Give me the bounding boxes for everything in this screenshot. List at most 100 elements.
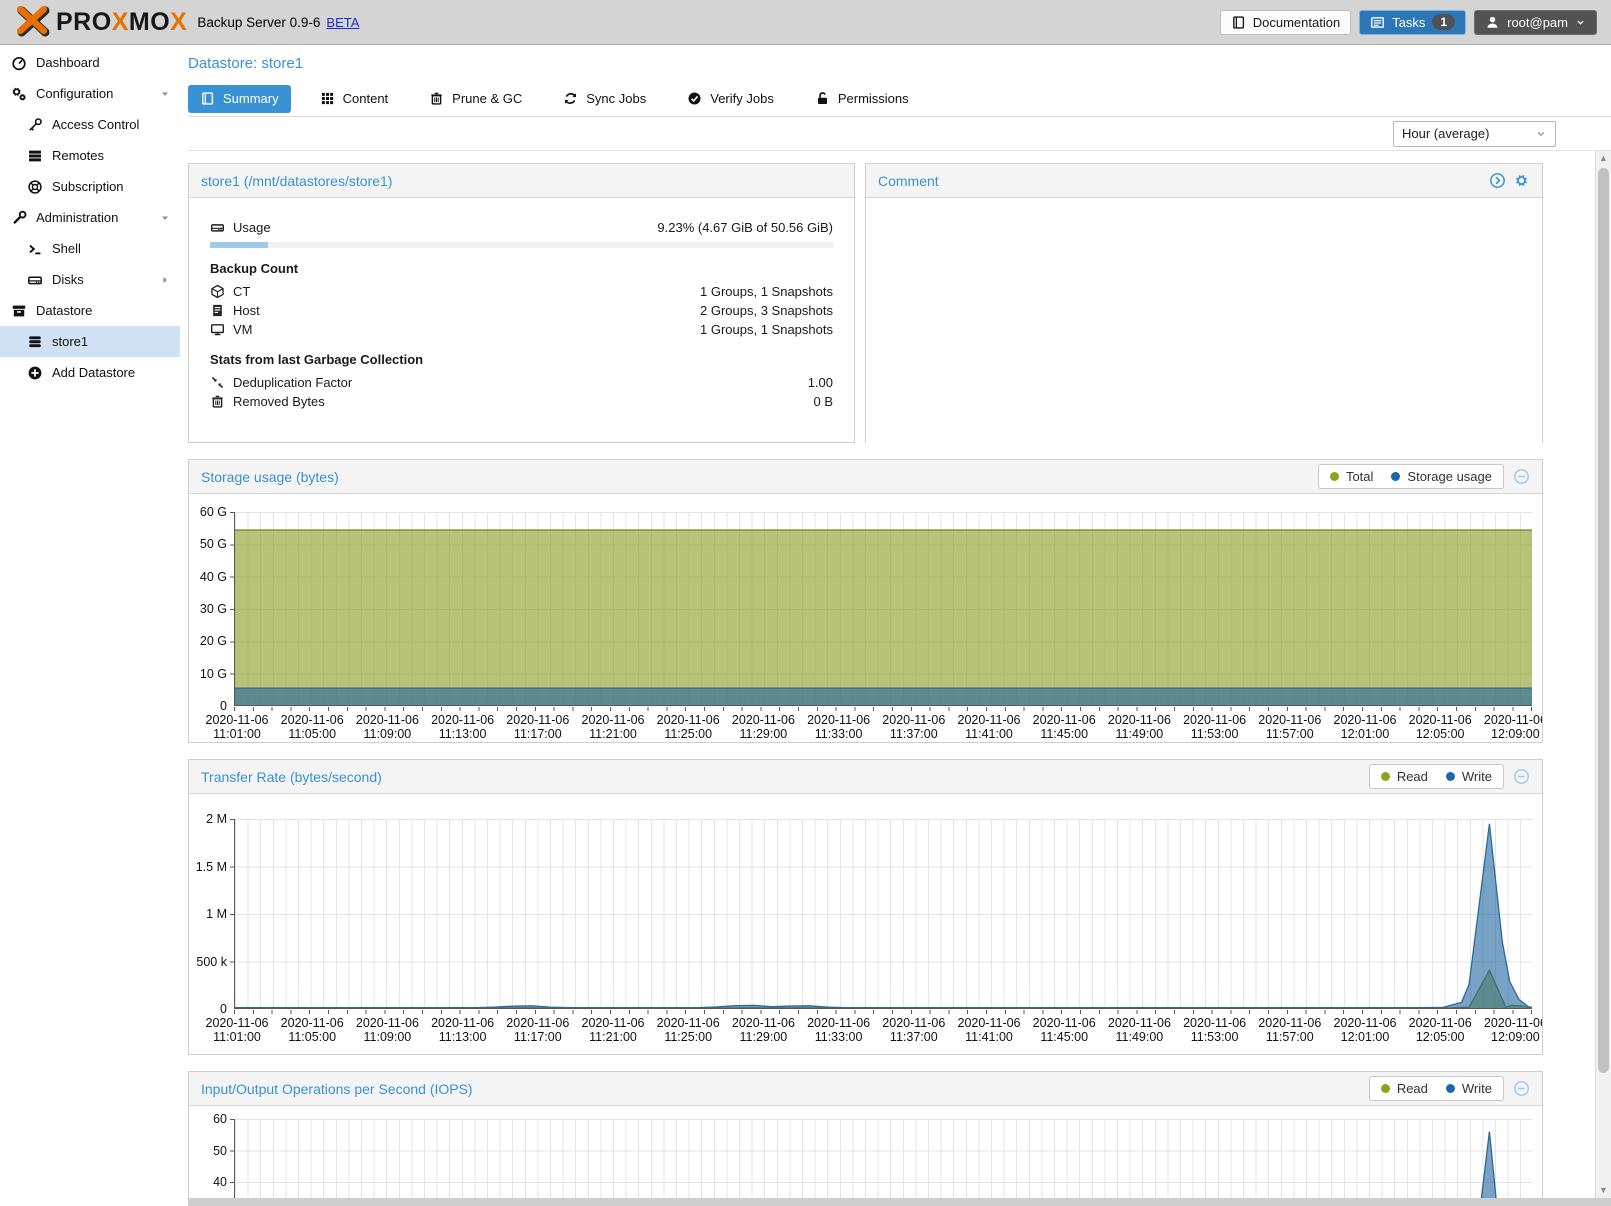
horizontal-scrollbar-track[interactable]: [188, 1198, 1611, 1206]
x-axis-tick-label: 2020-11-06 11:13:00: [431, 1016, 495, 1044]
sidebar-item-label: Subscription: [52, 179, 124, 194]
tab-label: Sync Jobs: [586, 91, 647, 106]
sidebar-item-add-datastore[interactable]: Add Datastore: [0, 357, 180, 388]
legend-item-storage-usage[interactable]: Storage usage: [1391, 469, 1492, 484]
sidebar-item-store1[interactable]: store1: [0, 326, 180, 357]
row-label: Deduplication Factor: [233, 375, 353, 390]
comment-panel: Comment: [865, 163, 1543, 443]
chart-panel-2: Input/Output Operations per Second (IOPS…: [188, 1071, 1543, 1205]
legend-item-total[interactable]: Total: [1329, 469, 1373, 484]
y-axis: 2 M 1.5 M 1 M 500 k 0: [189, 794, 230, 1054]
plot: [234, 512, 1532, 706]
gears-icon: [11, 86, 27, 102]
hdd-icon: [210, 220, 227, 235]
gc-stats-row: Deduplication Factor 1.00: [210, 373, 833, 392]
collapse-chart-icon[interactable]: [1513, 1080, 1530, 1097]
scroll-down-arrow[interactable]: ▼: [1599, 1185, 1608, 1195]
collapse-chart-icon[interactable]: [1513, 468, 1530, 485]
datastore-summary-panel: store1 (/mnt/datastores/store1) Usage 9.2…: [188, 163, 855, 443]
tab-permissions[interactable]: Permissions: [803, 85, 921, 113]
documentation-label: Documentation: [1252, 14, 1341, 30]
tab-prune-gc[interactable]: Prune & GC: [417, 85, 534, 113]
x-axis-tick-label: 2020-11-06 12:01:00: [1333, 1016, 1397, 1044]
sidebar-item-label: Administration: [36, 210, 119, 225]
y-axis-tick-label: 30 G: [199, 602, 227, 616]
scrollbar-thumb[interactable]: [1598, 168, 1609, 1073]
gc-stats-heading: Stats from last Garbage Collection: [210, 352, 424, 367]
tasks-button[interactable]: Tasks 1: [1359, 9, 1467, 35]
sidebar-item-dashboard[interactable]: Dashboard: [0, 47, 180, 78]
sidebar-item-datastore[interactable]: Datastore: [0, 295, 180, 326]
row-label: Host: [233, 303, 260, 318]
proxmox-logo: PROXMOX: [14, 5, 187, 40]
row-label: Removed Bytes: [233, 394, 325, 409]
tachometer-icon: [11, 55, 27, 71]
sidebar-item-label: Shell: [52, 241, 81, 256]
expand-icon[interactable]: [1489, 172, 1506, 189]
legend-item-write[interactable]: Write: [1445, 1081, 1492, 1096]
proxmox-x-icon: [14, 5, 52, 40]
sidebar-item-remotes[interactable]: Remotes: [0, 140, 180, 171]
x-axis-tick-label: 2020-11-06 12:05:00: [1408, 713, 1472, 741]
sidebar-item-shell[interactable]: Shell: [0, 233, 180, 264]
legend-item-write[interactable]: Write: [1445, 769, 1492, 784]
x-axis-tick-label: 2020-11-06 11:05:00: [280, 1016, 344, 1044]
row-label: Usage: [233, 220, 271, 235]
comment-body[interactable]: [866, 198, 1542, 443]
trash-icon: [210, 394, 227, 409]
user-menu-button[interactable]: root@pam: [1474, 9, 1597, 35]
legend-item-read[interactable]: Read: [1380, 1081, 1428, 1096]
x-axis-tick-label: 2020-11-06 11:25:00: [656, 1016, 720, 1044]
y-axis-tick-label: 20 G: [199, 634, 227, 649]
x-axis-tick-label: 2020-11-06 11:01:00: [205, 713, 269, 741]
backup-count-row: VM 1 Groups, 1 Snapshots: [210, 320, 833, 339]
toolbar: Hour (average): [188, 117, 1611, 151]
beta-link[interactable]: BETA: [326, 14, 360, 30]
wrench-icon: [11, 210, 27, 226]
compress-icon: [210, 375, 227, 390]
sidebar-item-disks[interactable]: Disks: [0, 264, 180, 295]
y-axis-tick-label: 1 M: [206, 907, 227, 921]
tasks-icon: [1370, 15, 1385, 30]
tab-content[interactable]: Content: [308, 85, 401, 113]
tab-summary[interactable]: Summary: [188, 84, 291, 113]
plus-circle-icon: [27, 365, 43, 381]
backup-count-heading: Backup Count: [210, 261, 299, 276]
tab-sync-jobs[interactable]: Sync Jobs: [551, 85, 658, 113]
timeframe-select[interactable]: Hour (average): [1393, 120, 1556, 147]
sidebar-item-administration[interactable]: Administration: [0, 202, 180, 233]
y-axis-tick-label: 2 M: [206, 812, 227, 826]
tab-label: Summary: [223, 91, 279, 106]
y-axis-tick-label: 60: [213, 1112, 227, 1126]
chevron-down-icon: [1575, 17, 1586, 28]
x-axis-tick-label: 2020-11-06 11:53:00: [1183, 713, 1247, 741]
wordmark-segment: MO: [128, 7, 171, 36]
sidebar-item-subscription[interactable]: Subscription: [0, 171, 180, 202]
book-icon: [200, 91, 215, 106]
scroll-up-arrow[interactable]: ▲: [1599, 153, 1608, 163]
x-axis-tick-label: 2020-11-06 11:37:00: [882, 1016, 946, 1044]
top-actions: Documentation Tasks 1 root@pam: [1219, 9, 1597, 35]
y-axis-tick-label: 40 G: [199, 569, 227, 584]
y-axis-tick-label: 0: [220, 699, 227, 713]
vertical-scrollbar[interactable]: ▲ ▼: [1595, 151, 1611, 1206]
hdd-icon: [27, 272, 43, 288]
remotes-icon: [27, 148, 43, 164]
collapse-chart-icon[interactable]: [1513, 768, 1530, 785]
documentation-button[interactable]: Documentation: [1219, 9, 1352, 35]
database-icon: [27, 334, 43, 350]
x-axis-tick-label: 2020-11-06 11:09:00: [355, 1016, 419, 1044]
settings-gear-icon[interactable]: [1513, 172, 1530, 189]
chart-header: Storage usage (bytes) Total Storage usage: [189, 460, 1542, 494]
tasks-count-badge: 1: [1432, 14, 1456, 30]
timeframe-value: Hour (average): [1402, 126, 1490, 141]
y-axis-tick-label: 1.5 M: [195, 859, 227, 874]
sidebar-item-configuration[interactable]: Configuration: [0, 78, 180, 109]
legend-item-read[interactable]: Read: [1380, 769, 1428, 784]
tab-verify-jobs[interactable]: Verify Jobs: [675, 85, 786, 113]
archive-icon: [11, 303, 27, 319]
sidebar-item-access-control[interactable]: Access Control: [0, 109, 180, 140]
chart-panel-0: Storage usage (bytes) Total Storage usage 6…: [188, 459, 1543, 743]
wordmark-segment: X: [170, 7, 188, 36]
chart-title: Storage usage (bytes): [201, 468, 339, 485]
